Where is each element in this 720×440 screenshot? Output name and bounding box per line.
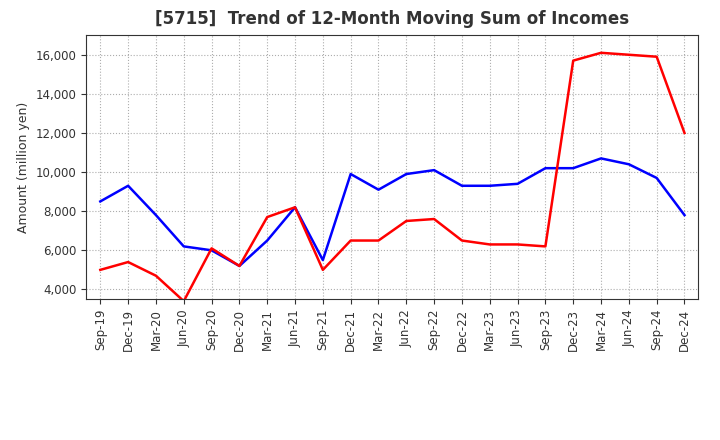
- Ordinary Income: [152, 213, 161, 218]
- Net Income: [207, 246, 216, 251]
- Net Income: [485, 242, 494, 247]
- Ordinary Income: [513, 181, 522, 187]
- Net Income: [235, 263, 243, 268]
- Net Income: [458, 238, 467, 243]
- Ordinary Income: [569, 165, 577, 171]
- Ordinary Income: [346, 172, 355, 177]
- Net Income: [430, 216, 438, 222]
- Ordinary Income: [430, 168, 438, 173]
- Net Income: [96, 267, 104, 272]
- Ordinary Income: [124, 183, 132, 188]
- Ordinary Income: [458, 183, 467, 188]
- Ordinary Income: [402, 172, 410, 177]
- Net Income: [541, 244, 550, 249]
- Ordinary Income: [680, 213, 689, 218]
- Net Income: [513, 242, 522, 247]
- Ordinary Income: [541, 165, 550, 171]
- Ordinary Income: [96, 199, 104, 204]
- Net Income: [624, 52, 633, 57]
- Net Income: [346, 238, 355, 243]
- Y-axis label: Amount (million yen): Amount (million yen): [17, 102, 30, 233]
- Net Income: [597, 50, 606, 55]
- Net Income: [569, 58, 577, 63]
- Ordinary Income: [485, 183, 494, 188]
- Ordinary Income: [374, 187, 383, 192]
- Line: Net Income: Net Income: [100, 53, 685, 301]
- Line: Ordinary Income: Ordinary Income: [100, 158, 685, 266]
- Net Income: [374, 238, 383, 243]
- Net Income: [680, 130, 689, 136]
- Net Income: [402, 218, 410, 224]
- Net Income: [263, 214, 271, 220]
- Ordinary Income: [263, 238, 271, 243]
- Ordinary Income: [291, 205, 300, 210]
- Title: [5715]  Trend of 12-Month Moving Sum of Incomes: [5715] Trend of 12-Month Moving Sum of I…: [156, 10, 629, 28]
- Net Income: [318, 267, 327, 272]
- Ordinary Income: [597, 156, 606, 161]
- Net Income: [291, 205, 300, 210]
- Ordinary Income: [207, 248, 216, 253]
- Ordinary Income: [318, 257, 327, 263]
- Ordinary Income: [652, 175, 661, 180]
- Net Income: [652, 54, 661, 59]
- Ordinary Income: [179, 244, 188, 249]
- Ordinary Income: [235, 263, 243, 268]
- Net Income: [179, 298, 188, 304]
- Net Income: [152, 273, 161, 279]
- Ordinary Income: [624, 161, 633, 167]
- Net Income: [124, 260, 132, 265]
